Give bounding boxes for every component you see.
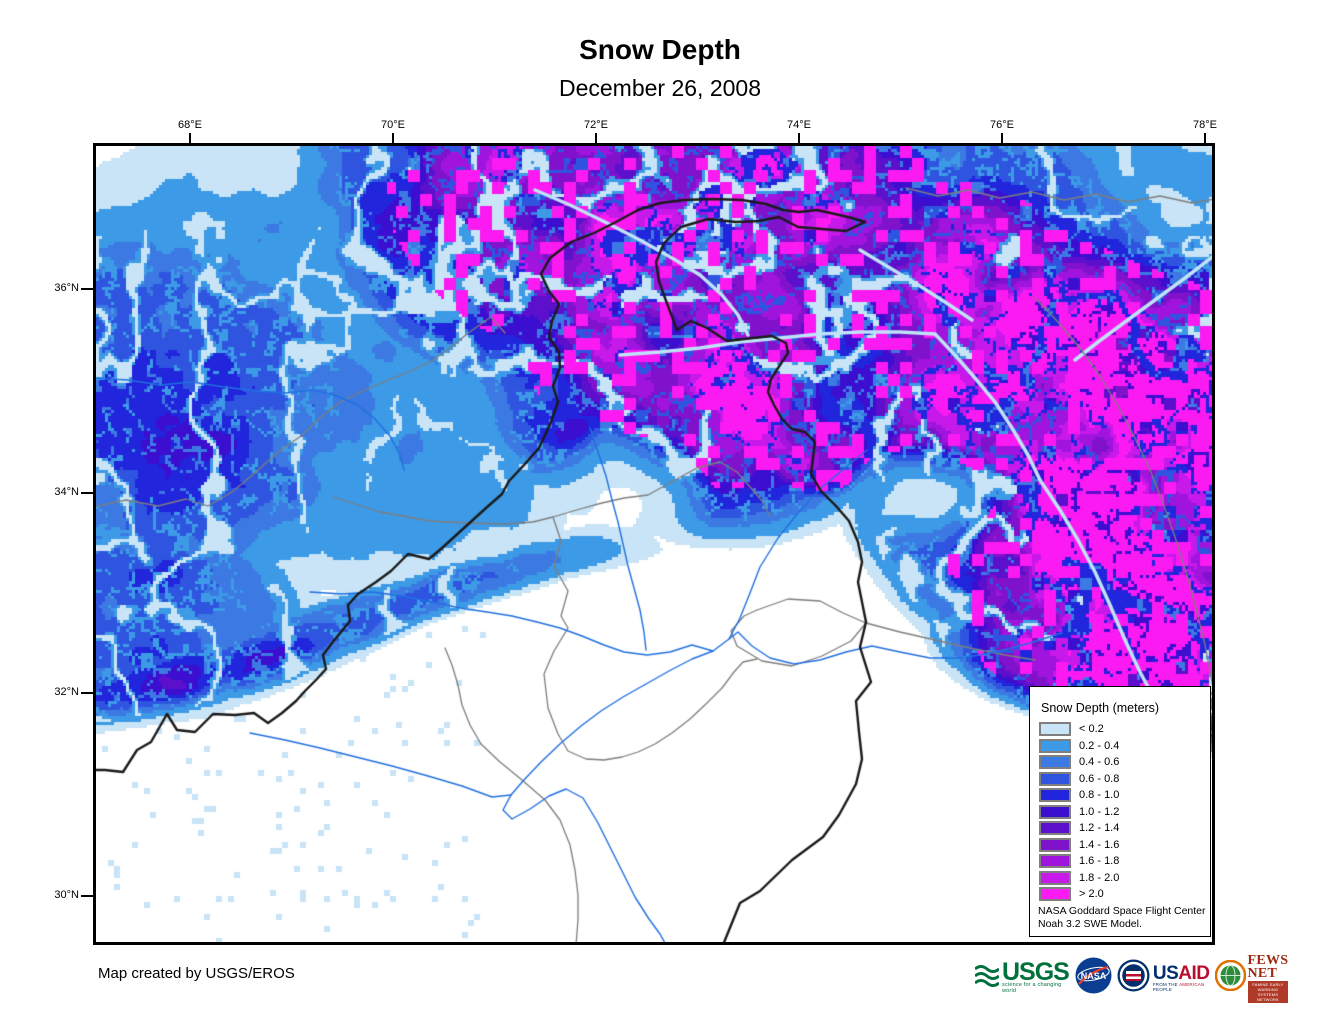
legend-row: 0.6 - 0.8	[1039, 771, 1119, 788]
lat-tick	[81, 492, 93, 494]
logo-usaid: USAID FROM THE AMERICAN PEOPLE	[1117, 959, 1210, 997]
fewsnet-wordmark: FEWS NET	[1247, 952, 1289, 981]
legend-swatch	[1039, 738, 1071, 753]
fewsnet-globe-icon	[1214, 959, 1246, 996]
legend-label: 1.6 - 1.8	[1079, 855, 1120, 868]
legend-note-line: NASA Goddard Space Flight Center	[1038, 905, 1206, 917]
lat-label: 32°N	[54, 686, 79, 698]
page-title: Snow Depth	[579, 34, 741, 65]
lon-label: 68°E	[178, 119, 202, 131]
legend-label: 0.2 - 0.4	[1079, 739, 1120, 752]
lat-label: 34°N	[54, 486, 79, 498]
legend-swatch	[1039, 837, 1071, 852]
legend-swatch	[1039, 804, 1071, 819]
lon-label: 76°E	[990, 119, 1014, 131]
legend-note: NASA Goddard Space Flight Center Noah 3.…	[1038, 905, 1206, 931]
lat-tick	[81, 895, 93, 897]
legend-row: 1.8 - 2.0	[1039, 870, 1119, 887]
page-subtitle: December 26, 2008	[558, 75, 761, 101]
usgs-wave-icon	[974, 962, 1000, 994]
legend-title: Snow Depth (meters)	[1041, 701, 1160, 715]
legend-row: 0.2 - 0.4	[1039, 738, 1119, 755]
legend-row: 0.4 - 0.6	[1039, 754, 1119, 771]
legend-label: 1.8 - 2.0	[1079, 871, 1120, 884]
usgs-wordmark: USGS	[1002, 958, 1070, 986]
usaid-wordmark: USAID	[1152, 962, 1210, 984]
legend-label: < 0.2	[1079, 723, 1104, 736]
map-canvas	[96, 146, 1212, 942]
usaid-tagline: FROM THE AMERICAN PEOPLE	[1152, 981, 1205, 992]
logo-usgs: USGS science for a changing world	[974, 958, 1070, 994]
lon-tick	[595, 133, 597, 143]
legend-label: 1.2 - 1.4	[1079, 822, 1120, 835]
legend-swatch	[1039, 821, 1071, 836]
lon-label: 72°E	[584, 119, 608, 131]
legend-label: 0.4 - 0.6	[1079, 756, 1120, 769]
lon-tick	[1204, 133, 1206, 143]
legend-row: 0.8 - 1.0	[1039, 787, 1119, 804]
lon-tick	[189, 133, 191, 143]
legend-box: Snow Depth (meters) < 0.2 0.2 - 0.4 0.4 - …	[1029, 686, 1211, 937]
legend-label: 1.4 - 1.6	[1079, 838, 1120, 851]
lon-tick	[1001, 133, 1003, 143]
attribution-text: Map created by USGS/EROS	[98, 965, 295, 982]
map-frame	[93, 143, 1215, 945]
legend-swatch	[1039, 788, 1071, 803]
legend-row: 1.4 - 1.6	[1039, 837, 1119, 854]
usaid-seal-icon	[1117, 959, 1150, 997]
lon-label: 78°E	[1193, 119, 1217, 131]
lon-label: 74°E	[787, 119, 811, 131]
legend-swatch	[1039, 870, 1071, 885]
legend-swatch	[1039, 722, 1071, 737]
legend-row: < 0.2	[1039, 721, 1119, 738]
lat-tick	[81, 692, 93, 694]
logo-row: USGS science for a changing world NASA	[974, 953, 1289, 1003]
legend-label: 0.6 - 0.8	[1079, 772, 1120, 785]
lat-tick	[81, 288, 93, 290]
legend-row: > 2.0	[1039, 886, 1119, 903]
svg-text:NASA: NASA	[1081, 971, 1107, 981]
legend-swatch	[1039, 771, 1071, 786]
legend-swatch	[1039, 887, 1071, 902]
fewsnet-tagline-bar: FAMINE EARLY WARNING SYSTEMS NETWORK	[1247, 980, 1289, 1003]
legend-swatch	[1039, 755, 1071, 770]
nasa-meatball-icon: NASA	[1075, 957, 1112, 999]
legend-row: 1.2 - 1.4	[1039, 820, 1119, 837]
legend-label: > 2.0	[1079, 888, 1104, 901]
legend-label: 1.0 - 1.2	[1079, 805, 1120, 818]
legend-swatch	[1039, 854, 1071, 869]
lat-label: 30°N	[54, 889, 79, 901]
legend-row: 1.0 - 1.2	[1039, 804, 1119, 821]
lon-label: 70°E	[381, 119, 405, 131]
legend-label: 0.8 - 1.0	[1079, 789, 1120, 802]
legend-rows: < 0.2 0.2 - 0.4 0.4 - 0.6 0.6 - 0.8 0.8 - 1.…	[1039, 721, 1119, 903]
lat-label: 36°N	[54, 282, 79, 294]
lon-tick	[798, 133, 800, 143]
legend-note-line: Noah 3.2 SWE Model.	[1038, 918, 1142, 930]
logo-nasa: NASA	[1075, 957, 1112, 999]
logo-fewsnet: FEWS NET FAMINE EARLY WARNING SYSTEMS NE…	[1214, 952, 1289, 1003]
legend-row: 1.6 - 1.8	[1039, 853, 1119, 870]
usgs-tagline: science for a changing world	[1002, 982, 1062, 994]
lon-tick	[392, 133, 394, 143]
